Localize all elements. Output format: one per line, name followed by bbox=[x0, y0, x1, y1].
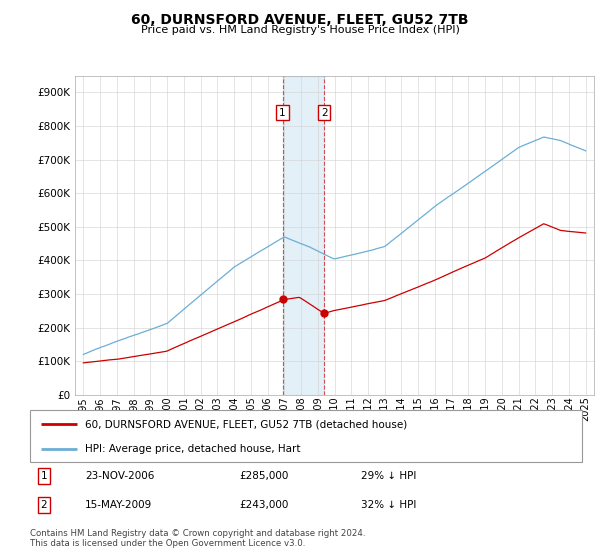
Text: Price paid vs. HM Land Registry's House Price Index (HPI): Price paid vs. HM Land Registry's House … bbox=[140, 25, 460, 35]
Text: Contains HM Land Registry data © Crown copyright and database right 2024.
This d: Contains HM Land Registry data © Crown c… bbox=[30, 529, 365, 548]
FancyBboxPatch shape bbox=[30, 410, 582, 462]
Text: 2: 2 bbox=[40, 500, 47, 510]
Text: 60, DURNSFORD AVENUE, FLEET, GU52 7TB: 60, DURNSFORD AVENUE, FLEET, GU52 7TB bbox=[131, 13, 469, 27]
Text: 2: 2 bbox=[321, 108, 328, 118]
Text: HPI: Average price, detached house, Hart: HPI: Average price, detached house, Hart bbox=[85, 444, 301, 454]
Text: 1: 1 bbox=[40, 471, 47, 480]
Text: £285,000: £285,000 bbox=[240, 471, 289, 480]
Text: 15-MAY-2009: 15-MAY-2009 bbox=[85, 500, 152, 510]
Text: £243,000: £243,000 bbox=[240, 500, 289, 510]
Text: 60, DURNSFORD AVENUE, FLEET, GU52 7TB (detached house): 60, DURNSFORD AVENUE, FLEET, GU52 7TB (d… bbox=[85, 419, 407, 430]
Text: 23-NOV-2006: 23-NOV-2006 bbox=[85, 471, 155, 480]
Text: 29% ↓ HPI: 29% ↓ HPI bbox=[361, 471, 416, 480]
Text: 32% ↓ HPI: 32% ↓ HPI bbox=[361, 500, 416, 510]
Text: 1: 1 bbox=[279, 108, 286, 118]
Bar bbox=[283, 76, 324, 395]
